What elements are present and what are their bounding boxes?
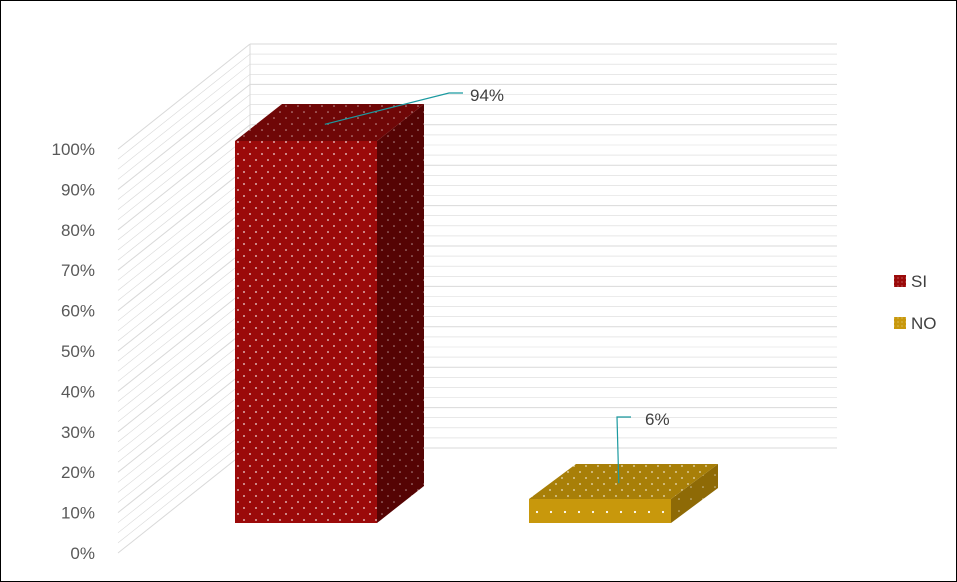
- gridline-side: [117, 397, 251, 503]
- data-label-leader-line: [324, 92, 463, 125]
- legend-label-no: NO: [911, 314, 937, 333]
- gridline-side: [117, 377, 251, 483]
- gridline-side: [117, 215, 251, 321]
- y-tick-label: 70%: [61, 261, 95, 280]
- data-labels: 94% 6%: [324, 86, 670, 484]
- gridline-side: [117, 144, 251, 251]
- gridline-side: [117, 195, 251, 301]
- gridline-side: [117, 245, 251, 352]
- gridline-side: [117, 175, 251, 281]
- gridline-side: [117, 326, 251, 433]
- gridline-side: [117, 265, 251, 372]
- y-tick-label: 60%: [61, 302, 95, 321]
- y-tick-label: 10%: [61, 504, 95, 523]
- gridline-side: [117, 154, 251, 261]
- bar-no-top: [529, 464, 718, 499]
- legend: SI NO: [894, 272, 937, 333]
- gridline-side: [117, 346, 251, 453]
- gridline-side: [117, 74, 251, 180]
- y-tick-label: 90%: [61, 180, 95, 199]
- gridline-side: [117, 114, 251, 220]
- gridline-side: [117, 276, 251, 382]
- gridline-side: [117, 447, 251, 554]
- gridline-side: [117, 164, 251, 271]
- y-tick-label: 100%: [52, 140, 95, 159]
- gridline-side: [117, 407, 251, 513]
- y-tick-label: 40%: [61, 382, 95, 401]
- gridline-side: [117, 336, 251, 443]
- gridlines: [117, 43, 837, 554]
- gridline-side: [117, 366, 251, 473]
- legend-swatch-si: [894, 275, 906, 287]
- gridline-side: [117, 63, 251, 170]
- gridline-side: [117, 316, 251, 422]
- gridline-side: [117, 185, 251, 291]
- gridline-side: [117, 43, 251, 150]
- y-tick-label: 50%: [61, 342, 95, 361]
- gridline-side: [117, 417, 251, 523]
- bar-no-front: [529, 499, 671, 523]
- bar-si-top: [235, 104, 424, 141]
- gridline-side: [117, 53, 251, 160]
- y-axis-tick-labels: 0% 10% 20% 30% 40% 50% 60% 70% 80% 90% 100%: [52, 140, 95, 563]
- gridline-side: [117, 205, 251, 311]
- gridline-side: [117, 255, 251, 362]
- gridline-side: [117, 387, 251, 493]
- bar-si: [235, 104, 424, 523]
- gridline-side: [117, 427, 251, 534]
- bar-no: [529, 464, 718, 523]
- gridline-side: [117, 356, 251, 463]
- y-tick-label: 0%: [70, 544, 95, 563]
- legend-swatch-no: [894, 317, 906, 329]
- gridline-side: [117, 296, 251, 402]
- bar-si-side: [377, 104, 424, 523]
- gridline-side: [117, 286, 251, 392]
- data-label-leader-line: [616, 416, 631, 484]
- gridline-side: [117, 134, 251, 241]
- data-label: 94%: [470, 86, 504, 105]
- gridline-side: [117, 124, 251, 231]
- bars: [235, 104, 718, 523]
- y-tick-label: 30%: [61, 423, 95, 442]
- gridline-side: [117, 235, 251, 342]
- y-tick-label: 20%: [61, 463, 95, 482]
- gridline-side: [117, 94, 251, 200]
- gridline-side: [117, 225, 251, 332]
- gridline-side: [117, 306, 251, 412]
- bar-si-front: [235, 141, 377, 523]
- gridline-side: [117, 84, 251, 190]
- data-label: 6%: [645, 410, 670, 429]
- gridline-side: [117, 437, 251, 544]
- legend-label-si: SI: [911, 272, 927, 291]
- y-tick-label: 80%: [61, 221, 95, 240]
- gridline-side: [117, 104, 251, 210]
- bar-no-side: [671, 464, 718, 523]
